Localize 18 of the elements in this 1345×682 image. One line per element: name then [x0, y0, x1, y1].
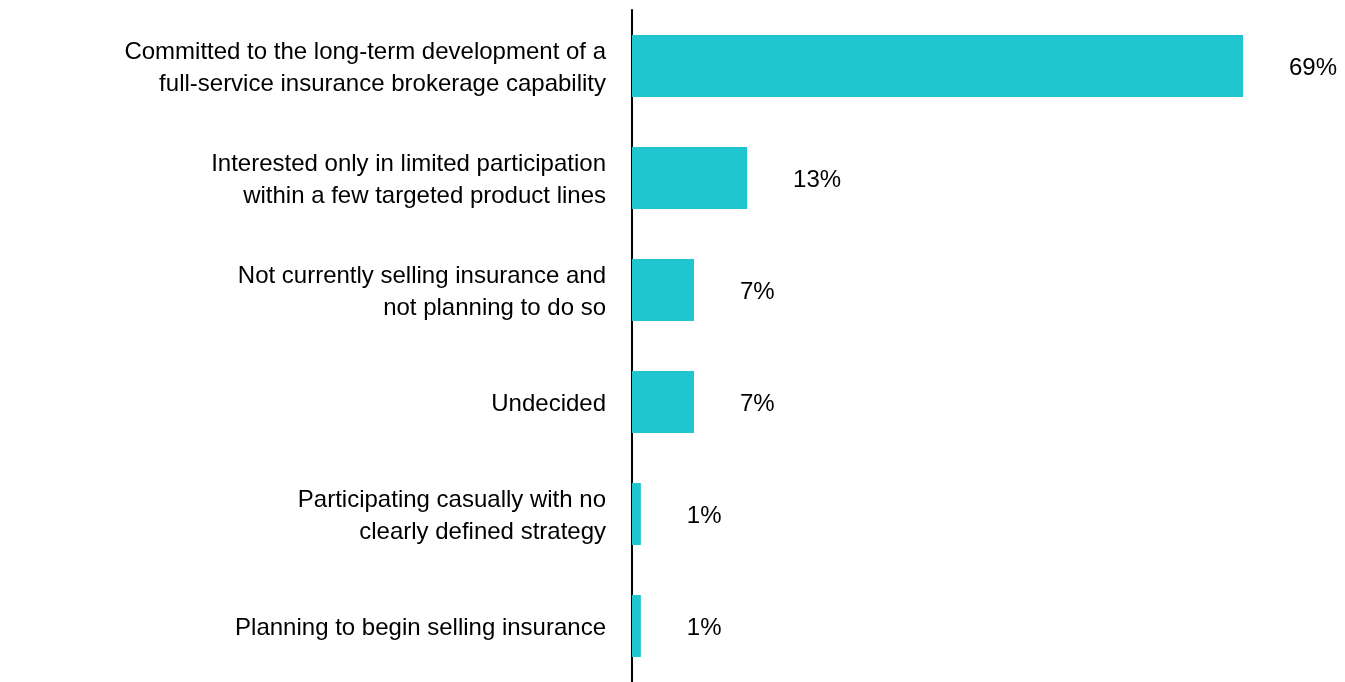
y-tick-label: Planning to begin selling insurance [235, 612, 606, 640]
bar [632, 35, 1243, 97]
data-label: 7% [739, 388, 775, 416]
y-tick-label: Undecided [491, 388, 606, 416]
y-tick-label: Not currently selling insurance and not planning to do so [237, 260, 606, 320]
bar [632, 483, 641, 545]
data-label: 1% [686, 612, 722, 640]
y-tick-label: Committed to the long-term development of a full-service insurance brokerage capability [124, 36, 607, 96]
data-label: 69% [1289, 52, 1338, 80]
data-label: 1% [686, 500, 722, 528]
bar [632, 259, 694, 321]
y-tick-label: Participating casually with no clearly defined strategy [297, 484, 606, 544]
bar [632, 147, 748, 209]
bar [632, 371, 694, 433]
bar [632, 595, 641, 657]
y-tick-label: Interested only in limited participation within a few targeted product lines [211, 148, 606, 208]
data-label: 13% [793, 164, 842, 192]
data-label: 7% [739, 276, 775, 304]
